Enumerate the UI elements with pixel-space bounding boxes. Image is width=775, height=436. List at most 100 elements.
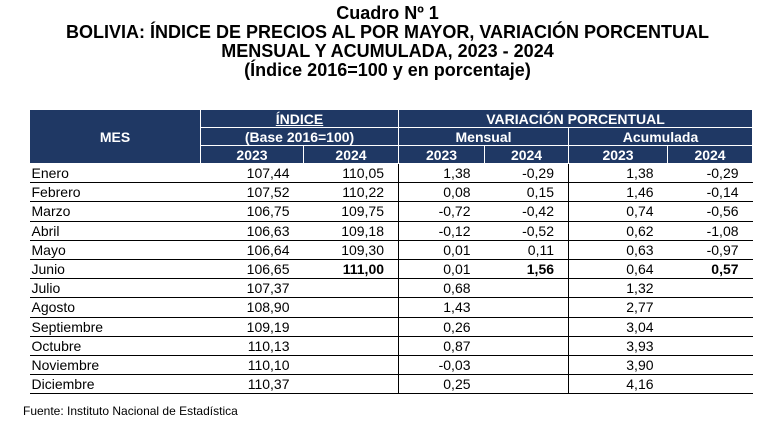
cell-value xyxy=(303,336,400,356)
header-year: 2023 xyxy=(398,145,486,164)
cell-value: 3,93 xyxy=(568,336,668,356)
source-note: Fuente: Instituto Nacional de Estadístic… xyxy=(23,404,238,418)
cell-value xyxy=(303,297,400,318)
cell-value: 0,25 xyxy=(398,374,485,395)
table-row: Enero 107,44 110,05 1,38 -0,29 1,38 -0,29 xyxy=(29,163,753,184)
cell-value: -0,97 xyxy=(667,240,753,260)
price-index-table: MES ÍNDICE VARIACIÓN PORCENTUAL (Base 20… xyxy=(29,109,754,395)
cell-value: 0,68 xyxy=(398,278,485,299)
cell-value: -0,03 xyxy=(398,355,485,376)
table-row: Diciembre 110,37 0,25 4,16 xyxy=(29,374,753,395)
table-title: BOLIVIA: ÍNDICE DE PRECIOS AL POR MAYOR,… xyxy=(65,22,710,42)
cell-mes: Enero xyxy=(29,163,201,184)
cell-value: 0,63 xyxy=(568,240,668,260)
cell-value: 1,32 xyxy=(568,278,668,299)
cell-value xyxy=(484,317,570,337)
cell-value: -0,72 xyxy=(398,201,485,222)
cell-value: 2,77 xyxy=(568,297,668,318)
cell-value xyxy=(303,317,400,337)
table-row: Octubre 110,13 0,87 3,93 xyxy=(29,336,753,356)
header-base: (Base 2016=100) xyxy=(199,127,400,146)
cell-value: 107,52 xyxy=(200,182,304,203)
cell-value xyxy=(484,297,570,318)
cell-value: 110,10 xyxy=(200,355,304,376)
cell-value: 1,38 xyxy=(398,163,485,184)
cell-value xyxy=(303,374,400,395)
cell-mes: Marzo xyxy=(29,201,201,222)
cell-value: 0,26 xyxy=(398,317,485,337)
cell-value: -0,12 xyxy=(398,221,485,241)
cell-value: 110,22 xyxy=(303,182,400,203)
cell-value xyxy=(667,297,753,318)
cell-value xyxy=(484,336,570,356)
cell-value: 106,63 xyxy=(200,221,304,241)
cell-mes: Julio xyxy=(29,278,201,299)
cell-value: 109,18 xyxy=(303,221,400,241)
table-row: Marzo 106,75 109,75 -0,72 -0,42 0,74 -0,56 xyxy=(29,201,753,222)
cell-value: 1,43 xyxy=(398,297,485,318)
cell-value: 107,37 xyxy=(200,278,304,299)
cell-value: 0,01 xyxy=(398,259,485,280)
header-variacion: VARIACIÓN PORCENTUAL xyxy=(398,109,754,128)
cell-mes: Mayo xyxy=(29,240,201,260)
cell-value: 109,19 xyxy=(200,317,304,337)
cell-value: 106,64 xyxy=(200,240,304,260)
cell-value: -0,56 xyxy=(667,201,753,222)
cell-value xyxy=(484,355,570,376)
table-row: Noviembre 110,10 -0,03 3,90 xyxy=(29,355,753,376)
cell-value: -0,42 xyxy=(484,201,570,222)
table-row: Julio 107,37 0,68 1,32 xyxy=(29,278,753,299)
table-row: Agosto 108,90 1,43 2,77 xyxy=(29,297,753,318)
cell-value: 106,65 xyxy=(200,259,304,280)
header-year: 2023 xyxy=(568,145,669,164)
header-indice: ÍNDICE xyxy=(199,109,400,128)
header-acumulada: Acumulada xyxy=(568,127,754,146)
cell-value: 0,87 xyxy=(398,336,485,356)
table-row: Abril 106,63 109,18 -0,12 -0,52 0,62 -1,08 xyxy=(29,221,753,241)
header-year: 2024 xyxy=(302,145,400,164)
cell-value: 110,37 xyxy=(200,374,304,395)
cell-mes: Abril xyxy=(29,221,201,241)
cell-value: 107,44 xyxy=(200,163,304,184)
cell-value: 3,90 xyxy=(568,355,668,376)
table-title-block: Cuadro Nº 1 BOLIVIA: ÍNDICE DE PRECIOS A… xyxy=(0,4,775,80)
cell-value: 1,56 xyxy=(484,259,570,280)
cell-mes: Septiembre xyxy=(29,317,201,337)
cell-value: 0,11 xyxy=(484,240,570,260)
cell-value: 109,75 xyxy=(303,201,400,222)
table-body: Enero 107,44 110,05 1,38 -0,29 1,38 -0,29 Febre… xyxy=(29,163,753,395)
cell-value xyxy=(484,278,570,299)
cell-mes: Junio xyxy=(29,259,201,280)
table-row: Septiembre 109,19 0,26 3,04 xyxy=(29,317,753,337)
cell-value: 0,64 xyxy=(568,259,668,280)
cell-value: 0,08 xyxy=(398,182,485,203)
table-row: Febrero 107,52 110,22 0,08 0,15 1,46 -0,14 xyxy=(29,182,753,203)
cell-value: 106,75 xyxy=(200,201,304,222)
cell-mes: Octubre xyxy=(29,336,201,356)
cell-value xyxy=(667,336,753,356)
cell-value: 1,38 xyxy=(568,163,668,184)
cell-value: 0,57 xyxy=(667,259,753,280)
cell-mes: Noviembre xyxy=(29,355,201,376)
table-header: MES ÍNDICE VARIACIÓN PORCENTUAL (Base 20… xyxy=(29,109,754,164)
header-mensual: Mensual xyxy=(398,127,570,146)
cell-value: 1,46 xyxy=(568,182,668,203)
table-title-continuation: MENSUAL Y ACUMULADA, 2023 - 2024 xyxy=(221,41,554,61)
table-row: Mayo 106,64 109,30 0,01 0,11 0,63 -0,97 xyxy=(29,240,753,260)
cell-value: 0,74 xyxy=(568,201,668,222)
cell-value xyxy=(484,374,570,395)
cell-value xyxy=(667,355,753,376)
cell-value: 111,00 xyxy=(303,259,400,280)
header-year: 2024 xyxy=(667,145,754,164)
cell-value: -0,29 xyxy=(667,163,753,184)
cell-value xyxy=(667,374,753,395)
cell-value xyxy=(303,278,400,299)
table-row: Junio 106,65 111,00 0,01 1,56 0,64 0,57 xyxy=(29,259,753,280)
header-year: 2023 xyxy=(200,145,304,164)
header-mes: MES xyxy=(29,109,201,164)
cell-value: -0,14 xyxy=(667,182,753,203)
cell-value: 110,13 xyxy=(200,336,304,356)
cell-value: 0,01 xyxy=(398,240,485,260)
cell-mes: Agosto xyxy=(29,297,201,318)
cell-value: 0,15 xyxy=(484,182,570,203)
